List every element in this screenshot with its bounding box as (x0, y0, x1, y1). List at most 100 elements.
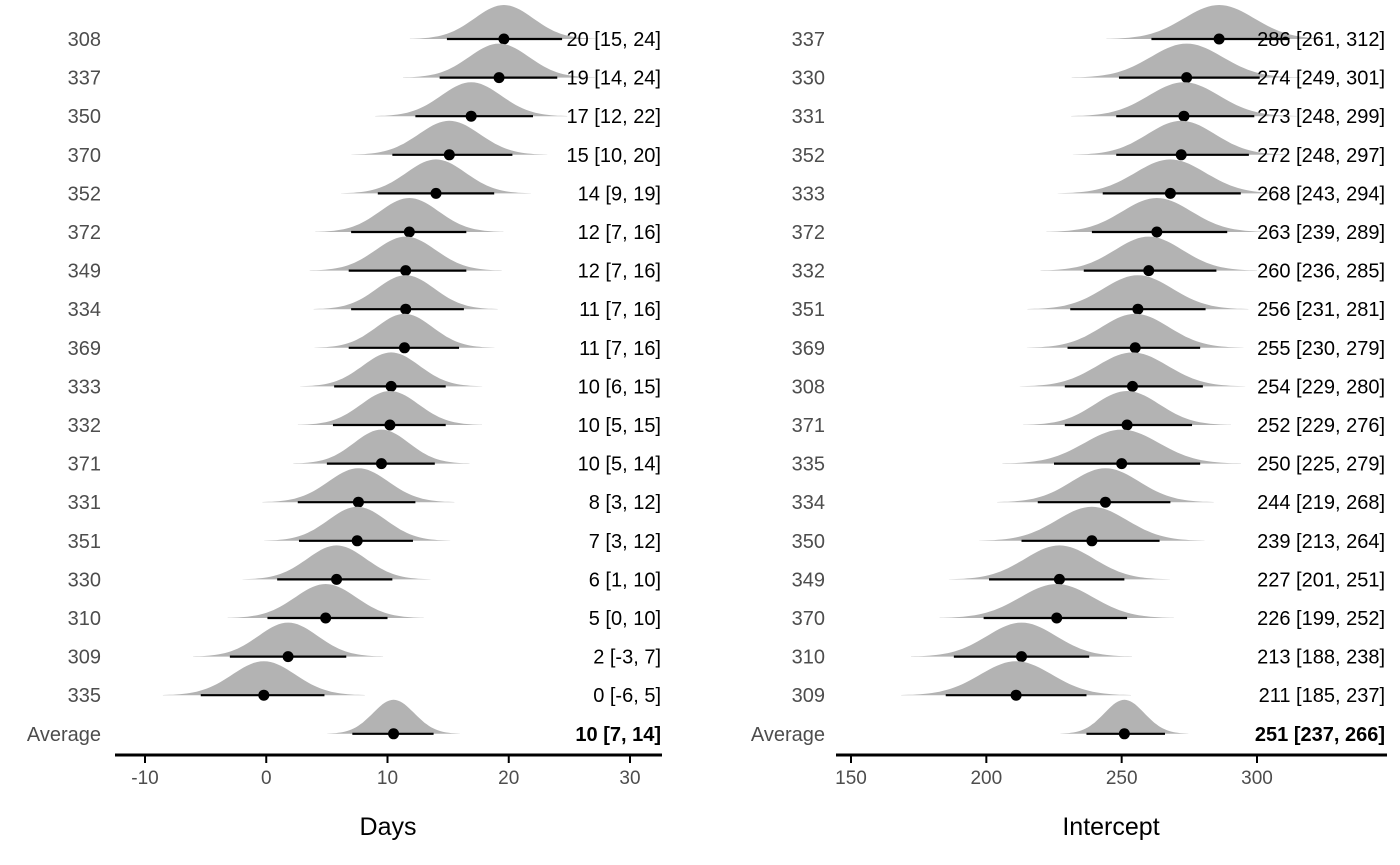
panel1-row-330-density (1071, 43, 1302, 78)
panel1-row-332-density (1040, 236, 1257, 271)
panel0-row-337-estimate-text: 19 [14, 24] (566, 68, 661, 90)
panel1-row-369-density (1026, 313, 1244, 348)
panel0-row-331-estimate-text: 8 [3, 12] (589, 492, 661, 514)
panel0-row-average-label: Average (27, 724, 101, 746)
panel0-row-average-estimate-text: 10 [7, 14] (575, 724, 661, 746)
panel0-row-369-point (398, 342, 410, 354)
panel0-row-335-label: 335 (68, 685, 101, 707)
panel1-row-333-density (1057, 159, 1284, 194)
panel1-row-371-estimate-text: 252 [229, 276] (1257, 415, 1385, 437)
panel1-row-330-point (1181, 72, 1193, 84)
panel1-row-333-point (1164, 187, 1176, 199)
panel0-row-335-density (162, 661, 365, 696)
panel0-row-352-label: 352 (68, 183, 101, 205)
panel1-row-370-density (939, 584, 1174, 618)
panel0-row-309-point (282, 651, 294, 663)
panel1-row-308-estimate-text: 254 [229, 280] (1257, 376, 1385, 398)
panel0-row-330-label: 330 (68, 569, 101, 591)
panel1-row-349-density (948, 545, 1170, 580)
panel1-row-average-label: Average (751, 724, 825, 746)
panel1-row-335-point (1116, 458, 1128, 470)
panel0-row-349-point (400, 265, 412, 277)
panel0-tick-label-0: -10 (131, 768, 158, 789)
panel1-row-332-point (1143, 265, 1155, 277)
panel1-row-371-point (1121, 419, 1133, 431)
intercept-panel: 337 286 [261, 312] 330 274 [249, 301] 331 273… (751, 5, 1387, 841)
panel0-row-332-point (384, 419, 396, 431)
panel0-row-352-density (341, 159, 531, 194)
panel1-x-axis-title: Intercept (1062, 813, 1159, 841)
panel0-row-349-estimate-text: 12 [7, 16] (578, 261, 661, 283)
panel0-row-372-label: 372 (68, 222, 101, 244)
panel0-tick-label-1: 0 (261, 768, 272, 789)
panel1-tick-label-0: 150 (835, 768, 867, 789)
panel0-row-309-label: 309 (68, 647, 101, 669)
panel0-row-372-point (403, 226, 415, 238)
panel0-row-334-density (313, 275, 498, 310)
panel1-row-337-density (1106, 5, 1332, 39)
panel0-x-axis-title: Days (360, 813, 417, 841)
panel0-row-370-estimate-text: 15 [10, 20] (566, 145, 661, 167)
panel0-row-350-label: 350 (68, 106, 101, 128)
panel0-row-308-point (498, 33, 510, 45)
panel1-row-310-estimate-text: 213 [188, 238] (1257, 647, 1385, 669)
panel1-row-372-label: 372 (792, 222, 825, 244)
panel1-row-average-point (1118, 728, 1130, 740)
panel0-row-337-label: 337 (68, 68, 101, 90)
panel1-row-330-label: 330 (792, 68, 825, 90)
panel0-row-370-label: 370 (68, 145, 101, 167)
panel1-row-330-estimate-text: 274 [249, 301] (1257, 68, 1385, 90)
panel1-row-average-density (1060, 699, 1189, 734)
panel1-row-369-label: 369 (792, 338, 825, 360)
panel1-tick-label-2: 250 (1106, 768, 1138, 789)
panel1-row-332-estimate-text: 260 [236, 285] (1257, 261, 1385, 283)
panel1-row-331-density (1071, 82, 1297, 117)
panel1-row-352-density (1072, 120, 1290, 155)
panel1-row-331-label: 331 (792, 106, 825, 128)
panel1-row-371-label: 371 (792, 415, 825, 437)
panel0-row-337-density (403, 43, 596, 78)
panel1-row-335-label: 335 (792, 454, 825, 476)
panel0-row-371-estimate-text: 10 [5, 14] (578, 454, 661, 476)
panel0-row-331-point (352, 496, 364, 508)
panel1-row-337-estimate-text: 286 [261, 312] (1257, 29, 1385, 51)
panel1-row-370-estimate-text: 226 [199, 252] (1257, 608, 1385, 630)
panel1-row-334-label: 334 (792, 492, 825, 514)
panel1-row-337-label: 337 (792, 29, 825, 51)
panel1-row-369-estimate-text: 255 [230, 279] (1257, 338, 1385, 360)
panel1-row-332-label: 332 (792, 261, 825, 283)
panel0-row-average-density (327, 699, 460, 734)
panel1-row-average-estimate-text: 251 [237, 266] (1255, 724, 1385, 746)
panel0-row-333-density (300, 352, 483, 387)
days-panel: 308 20 [15, 24] 337 19 [14, 24] 350 17 [12, 2… (27, 5, 662, 841)
panel0-tick-label-4: 30 (619, 768, 640, 789)
panel0-row-333-label: 333 (68, 376, 101, 398)
panel1-row-333-estimate-text: 268 [243, 294] (1257, 183, 1385, 205)
panel0-row-310-density (227, 584, 424, 618)
panel1-row-308-point (1126, 380, 1138, 392)
panel1-row-371-density (1023, 391, 1231, 425)
panel1-row-334-point (1099, 496, 1111, 508)
panel0-row-352-estimate-text: 14 [9, 19] (578, 183, 661, 205)
panel1-row-351-density (1027, 275, 1249, 310)
panel1-row-334-estimate-text: 244 [219, 268] (1257, 492, 1385, 514)
panel1-row-350-label: 350 (792, 531, 825, 553)
panel0-row-371-point (375, 458, 387, 470)
panel1-row-352-estimate-text: 272 [248, 297] (1257, 145, 1385, 167)
panel1-row-337-point (1213, 33, 1225, 45)
panel0-row-351-estimate-text: 7 [3, 12] (589, 531, 661, 553)
panel1-row-331-estimate-text: 273 [248, 299] (1257, 106, 1385, 128)
panel1-row-350-estimate-text: 239 [213, 264] (1257, 531, 1385, 553)
panel0-row-332-estimate-text: 10 [5, 15] (578, 415, 661, 437)
panel1-row-333-label: 333 (792, 183, 825, 205)
panel1-row-351-estimate-text: 256 [231, 281] (1257, 299, 1385, 321)
panel1-row-372-estimate-text: 263 [239, 289] (1257, 222, 1385, 244)
panel0-row-369-estimate-text: 11 [7, 16] (579, 338, 661, 360)
panel1-row-351-label: 351 (792, 299, 825, 321)
panel0-row-331-label: 331 (68, 492, 101, 514)
panel0-row-330-density (242, 545, 431, 580)
panel0-row-331-density (262, 468, 455, 503)
panel0-tick-label-2: 10 (377, 768, 398, 789)
panel0-row-352-point (430, 187, 442, 199)
panel1-row-349-label: 349 (792, 569, 825, 591)
